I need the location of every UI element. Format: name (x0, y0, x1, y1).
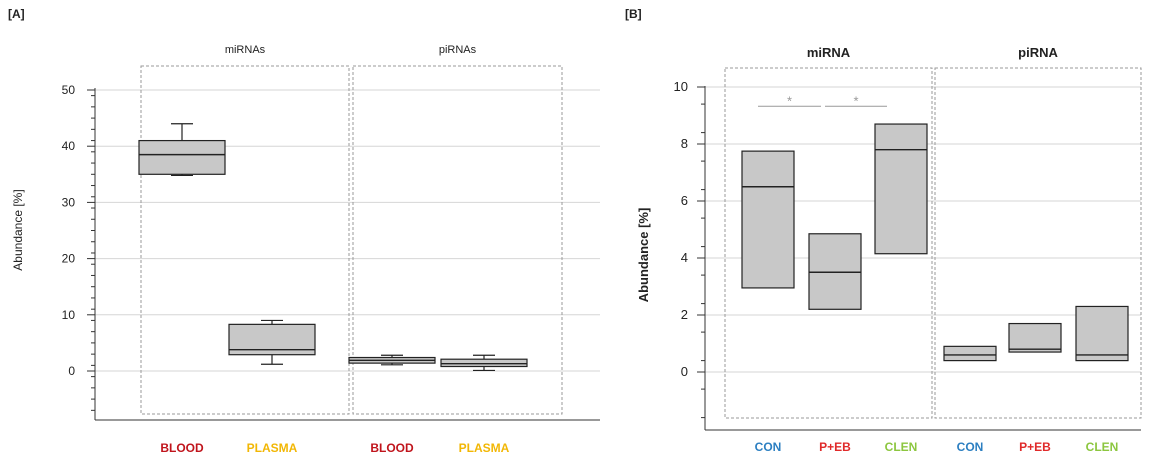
group-label: piRNA (1018, 45, 1058, 60)
panel-b-chart: [B] miRNA piRNA 0 2 4 6 8 10 Abundance [%] CON P+EB… (625, 7, 1142, 454)
group-frame (140, 65, 350, 415)
box (943, 345, 997, 362)
significance-star: * (787, 93, 792, 108)
category-label: BLOOD (370, 441, 414, 455)
group-frame (934, 67, 1142, 419)
y-tick-label: 30 (62, 195, 76, 209)
group-label: miRNAs (225, 44, 266, 56)
y-tick-label: 0 (681, 364, 688, 379)
significance-star: * (853, 93, 858, 108)
category-label: BLOOD (160, 441, 204, 455)
y-tick-label: 10 (62, 308, 76, 322)
y-tick-label: 10 (674, 79, 688, 94)
y-tick-label: 2 (681, 307, 688, 322)
category-label: P+EB (1019, 440, 1051, 454)
box (808, 233, 862, 310)
y-tick-label: 40 (62, 139, 76, 153)
box (741, 150, 795, 289)
category-label: CLEN (885, 440, 918, 454)
y-tick-label: 4 (681, 250, 688, 265)
category-label: CON (957, 440, 984, 454)
panel-a-chart: [A] miRNAs piRNAs 0 10 20 30 40 50 Abundance [%] B… (8, 7, 600, 455)
panel-label: [B] (625, 7, 642, 21)
group-label: miRNA (807, 45, 851, 60)
group-label: piRNAs (439, 44, 477, 56)
y-tick-label: 8 (681, 136, 688, 151)
box (1008, 322, 1062, 353)
box (138, 139, 226, 175)
y-tick-label: 0 (68, 364, 75, 378)
box (440, 358, 528, 368)
group-frame (724, 67, 933, 419)
category-label: PLASMA (247, 441, 298, 455)
group-frame (352, 65, 563, 415)
y-tick-label: 20 (62, 252, 76, 266)
box (1075, 305, 1129, 362)
category-label: PLASMA (459, 441, 510, 455)
category-label: P+EB (819, 440, 851, 454)
panel-label: [A] (8, 7, 25, 21)
y-axis-label: Abundance [%] (636, 208, 651, 303)
category-label: CLEN (1086, 440, 1119, 454)
y-axis-label: Abundance [%] (11, 189, 25, 270)
category-label: CON (755, 440, 782, 454)
y-tick-label: 6 (681, 193, 688, 208)
box (874, 123, 928, 255)
y-tick-label: 50 (62, 83, 76, 97)
